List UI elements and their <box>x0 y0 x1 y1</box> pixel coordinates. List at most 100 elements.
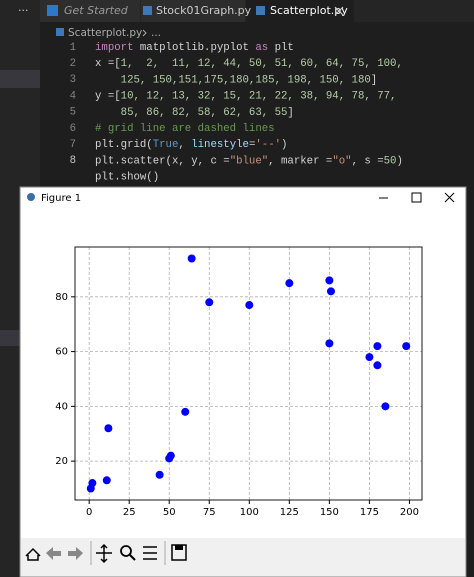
vscode-icon <box>47 5 58 16</box>
x-tick-label: 175 <box>360 507 379 518</box>
breadcrumb-chevron <box>142 29 147 37</box>
x-tick-label: 200 <box>400 507 419 518</box>
x-tick-label: 100 <box>240 507 259 518</box>
code-token: plt.show() <box>95 171 159 183</box>
plot-frame <box>74 246 423 501</box>
point <box>88 479 97 488</box>
code-token: = <box>249 139 255 151</box>
code-token: 125, 150,151,175,180,185, 198, 150, 180 <box>95 74 371 86</box>
code-token: linestyle <box>191 139 249 151</box>
forward-button[interactable] <box>68 547 83 560</box>
python-icon <box>56 28 64 36</box>
line-number: 8 <box>70 155 76 167</box>
code-line: 125, 150,151,175,180,185, 198, 150, 180] <box>95 74 377 86</box>
code-line: plt.grid(True, linestyle='--') <box>95 139 287 151</box>
tab-label: Scatterplot.py <box>270 4 348 17</box>
code-token: True <box>153 139 179 151</box>
x-tick-label: 125 <box>280 507 299 518</box>
y-tick-label: 60 <box>55 347 68 358</box>
back-button[interactable] <box>46 547 61 560</box>
close-button[interactable] <box>444 192 455 203</box>
point <box>373 342 382 351</box>
code-token: , <box>178 139 191 151</box>
code-token: # grid line are dashed lines <box>95 123 275 135</box>
maximize-button[interactable] <box>411 192 422 203</box>
save-icon <box>175 545 183 550</box>
code-line: import matplotlib.pyplot as plt <box>95 42 294 54</box>
line-number: 6 <box>70 123 76 135</box>
code-line: y =[10, 12, 13, 32, 15, 21, 22, 38, 94, … <box>95 90 396 102</box>
zoom-button[interactable] <box>120 545 132 557</box>
code-token: x =[ <box>95 58 121 70</box>
configure-button[interactable] <box>143 546 157 560</box>
x-tick-label: 150 <box>320 507 339 518</box>
tab-close[interactable] <box>334 6 344 16</box>
point <box>205 298 214 307</box>
point <box>181 407 190 416</box>
code-token: 10, 12, 13, 32, 15, 21, 22, 38, 94, 78, … <box>121 90 397 102</box>
code-token: import <box>95 42 133 54</box>
code-token: "o" <box>332 155 351 167</box>
pan-button[interactable] <box>96 543 112 564</box>
breadcrumb-file[interactable]: Scatterplot.py <box>68 27 142 39</box>
x-tick-label: 75 <box>203 507 216 518</box>
x-tick-label: 50 <box>163 507 176 518</box>
x-tick-label: 0 <box>86 507 92 518</box>
point <box>245 301 254 310</box>
line-number: 3 <box>70 74 76 86</box>
zoom-handle <box>129 554 136 561</box>
y-tick-label: 80 <box>55 292 68 303</box>
code-token: matplotlib.pyplot <box>133 42 255 54</box>
more-icon[interactable]: ··· <box>18 4 29 17</box>
code-token: '--' <box>255 139 281 151</box>
point <box>187 254 196 263</box>
toolbar <box>25 541 187 565</box>
code-token: 50 <box>384 155 397 167</box>
code-token: 85, 86, 82, 58, 62, 63, 55 <box>95 107 287 119</box>
code-line: plt.scatter(x, y, c ="blue", marker ="o"… <box>95 155 403 167</box>
line-number: 2 <box>70 58 76 70</box>
code-token: plt.grid( <box>95 139 153 151</box>
code-token: y =[ <box>95 90 121 102</box>
code-token: , marker = <box>268 155 332 167</box>
code-token: ) <box>396 155 402 167</box>
y-tick-label: 20 <box>55 456 68 467</box>
point <box>381 402 390 411</box>
code-token: as <box>255 42 268 54</box>
x-tick-label: 25 <box>123 507 136 518</box>
code-token: plt <box>268 42 294 54</box>
code-token: ] <box>371 74 377 86</box>
code-line: 85, 86, 82, 58, 62, 63, 55] <box>95 107 294 119</box>
plot: 0 25 50 75 100 125 150 175 200 20 40 60 80 <box>55 246 423 518</box>
point <box>365 353 374 362</box>
point <box>285 279 294 288</box>
point <box>326 287 335 296</box>
window-title: Figure 1 <box>41 193 81 204</box>
code-token: plt.scatter(x, y, c = <box>95 155 230 167</box>
line-number: 1 <box>70 42 76 54</box>
tab[interactable] <box>141 0 245 22</box>
code-token: "blue" <box>230 155 268 167</box>
point <box>373 361 382 370</box>
y-tick-label: 40 <box>55 401 68 412</box>
point <box>325 276 334 285</box>
breadcrumb-more[interactable]: ... <box>151 27 161 39</box>
tab-label: Stock01Graph.py <box>156 4 252 17</box>
code-token: ] <box>287 107 293 119</box>
code-token: , s = <box>352 155 384 167</box>
point <box>102 476 111 485</box>
code-area: 1 2 3 4 5 6 7 8 import matplotlib.pyplot as plt x… <box>70 42 403 184</box>
home-button[interactable] <box>25 547 41 561</box>
code-token: ) <box>281 139 287 151</box>
tab-label: Get Started <box>64 4 129 17</box>
python-icon <box>256 6 265 15</box>
line-number: 5 <box>70 107 76 119</box>
tab-active[interactable] <box>246 0 354 22</box>
code-token: 1, 2, 11, 12, 44, 50, 51, 60, 64, 75, 10… <box>121 58 403 70</box>
window-icon <box>27 193 35 201</box>
side-item <box>0 70 40 88</box>
point <box>402 342 411 351</box>
code-line: # grid line are dashed lines <box>95 123 275 135</box>
tab[interactable] <box>40 0 140 22</box>
